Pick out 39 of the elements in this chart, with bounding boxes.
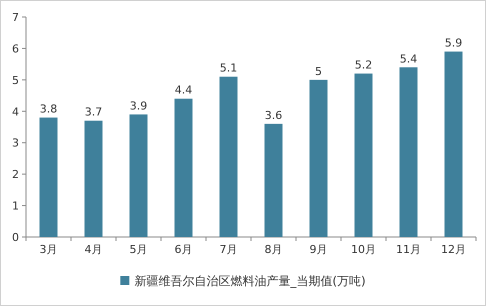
x-tick-label: 12月: [441, 243, 466, 256]
y-tick-label: 7: [12, 11, 19, 24]
bar: [40, 118, 58, 237]
bar: [84, 120, 102, 237]
bar: [264, 124, 282, 237]
bar: [310, 80, 328, 237]
x-tick-label: 6月: [174, 243, 192, 256]
bar: [130, 114, 148, 237]
y-tick-label: 3: [12, 136, 19, 150]
x-tick-label: 10月: [351, 243, 376, 256]
data-label: 3.8: [40, 102, 58, 116]
data-label: 3.9: [130, 99, 148, 112]
bar: [444, 52, 462, 237]
y-tick-label: 4: [12, 105, 19, 118]
x-tick-label: 5月: [130, 243, 148, 256]
y-tick-label: 5: [12, 74, 19, 87]
x-tick-label: 11月: [396, 243, 421, 256]
data-label: 3.7: [84, 106, 102, 119]
data-label: 5.2: [354, 58, 372, 72]
y-tick-label: 2: [12, 168, 19, 182]
bar: [174, 98, 192, 237]
data-label: 5.4: [400, 52, 418, 66]
x-tick-label: 8月: [264, 243, 282, 256]
data-label: 5.1: [220, 62, 238, 75]
bar: [220, 76, 238, 237]
data-label: 3.6: [264, 108, 282, 122]
x-tick-label: 7月: [220, 243, 238, 256]
bar: [354, 74, 372, 237]
y-tick-label: 0: [12, 231, 19, 244]
bar: [400, 67, 418, 237]
x-tick-label: 4月: [84, 243, 102, 256]
y-tick-label: 6: [12, 42, 19, 56]
data-label: 5: [315, 64, 322, 78]
x-tick-label: 9月: [310, 243, 328, 256]
data-label: 5.9: [444, 36, 462, 50]
x-tick-label: 3月: [40, 243, 58, 256]
legend-label: 新疆维吾尔自治区燃料油产量_当期值(万吨): [134, 274, 366, 288]
y-tick-label: 1: [12, 200, 19, 213]
data-label: 4.4: [174, 84, 192, 97]
